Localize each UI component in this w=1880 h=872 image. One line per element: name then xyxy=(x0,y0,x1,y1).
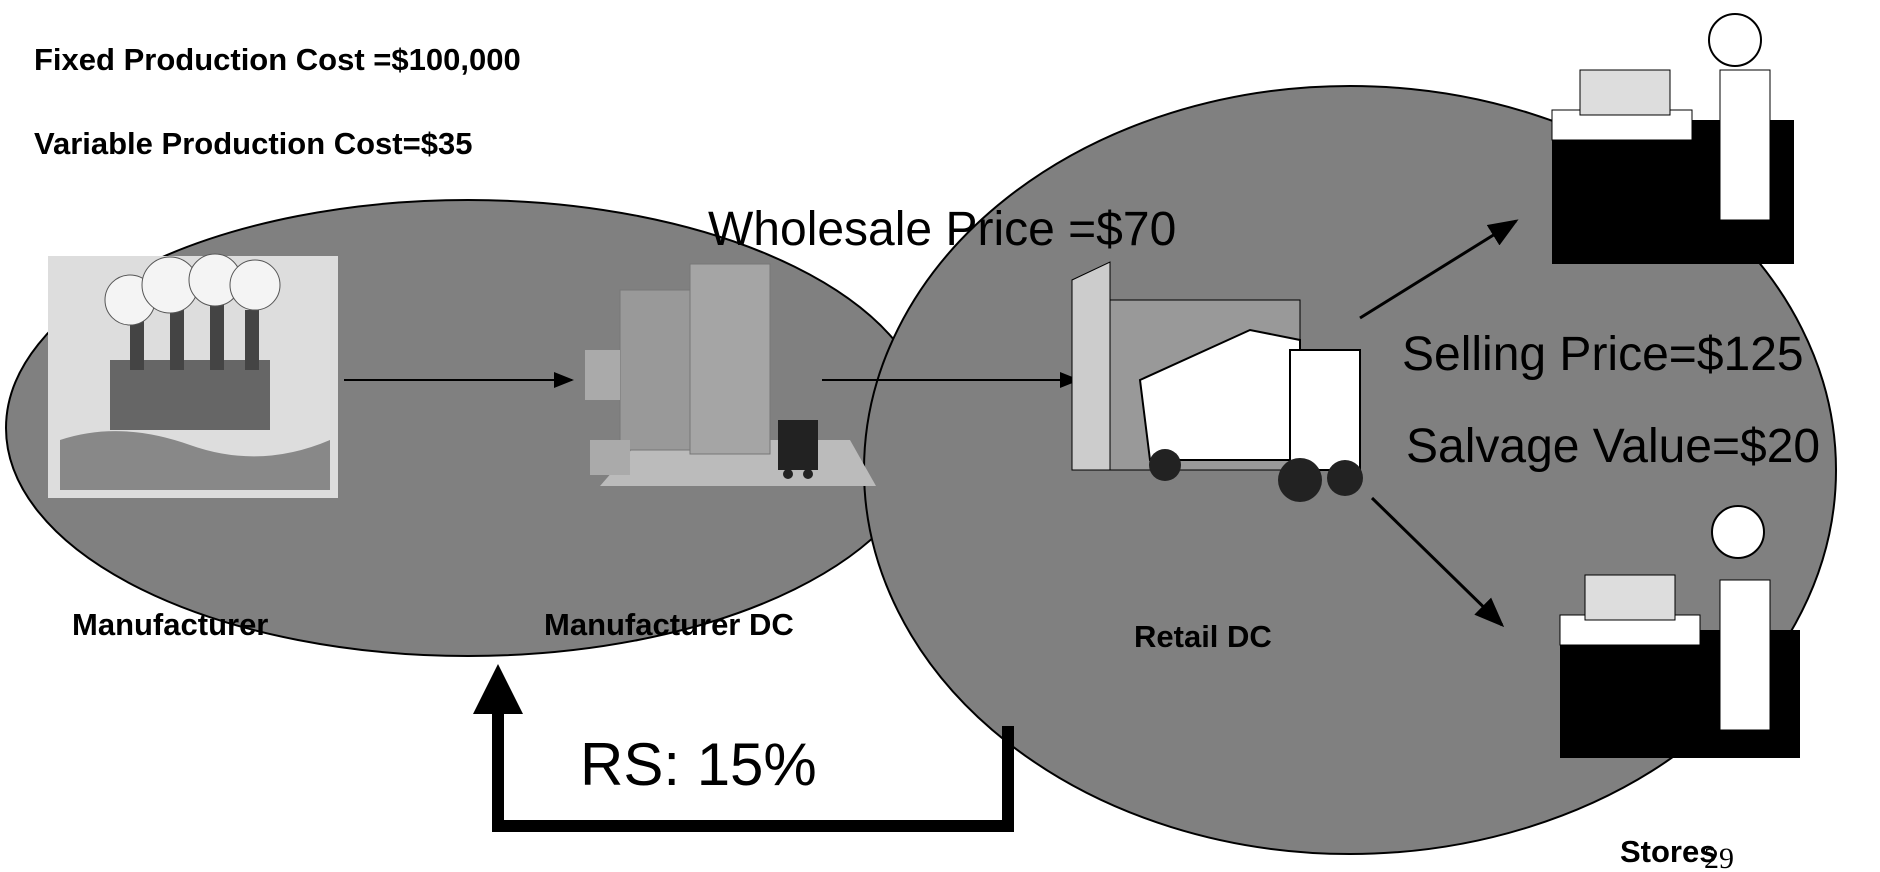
selling-price: Selling Price=$125 xyxy=(1402,328,1804,381)
slide: Fixed Production Cost =$100,000 Variable… xyxy=(0,0,1880,872)
wholesale-price: Wholesale Price =$70 xyxy=(708,203,1176,256)
node-label: Manufacturer xyxy=(72,607,268,642)
node-label: Retail DC xyxy=(1134,619,1272,654)
node-label: Manufacturer DC xyxy=(544,607,794,642)
salvage-value: Salvage Value=$20 xyxy=(1406,420,1820,473)
page-number: 29 xyxy=(1704,842,1734,872)
store-icon xyxy=(1552,14,1794,264)
fixed-cost: Fixed Production Cost =$100,000 xyxy=(34,42,521,77)
rs-arrowhead xyxy=(473,664,523,714)
node-label: Stores xyxy=(1620,834,1716,869)
factory-icon xyxy=(48,254,338,498)
revenue-sharing: RS: 15% xyxy=(580,731,817,798)
variable-cost: Variable Production Cost=$35 xyxy=(34,126,472,161)
